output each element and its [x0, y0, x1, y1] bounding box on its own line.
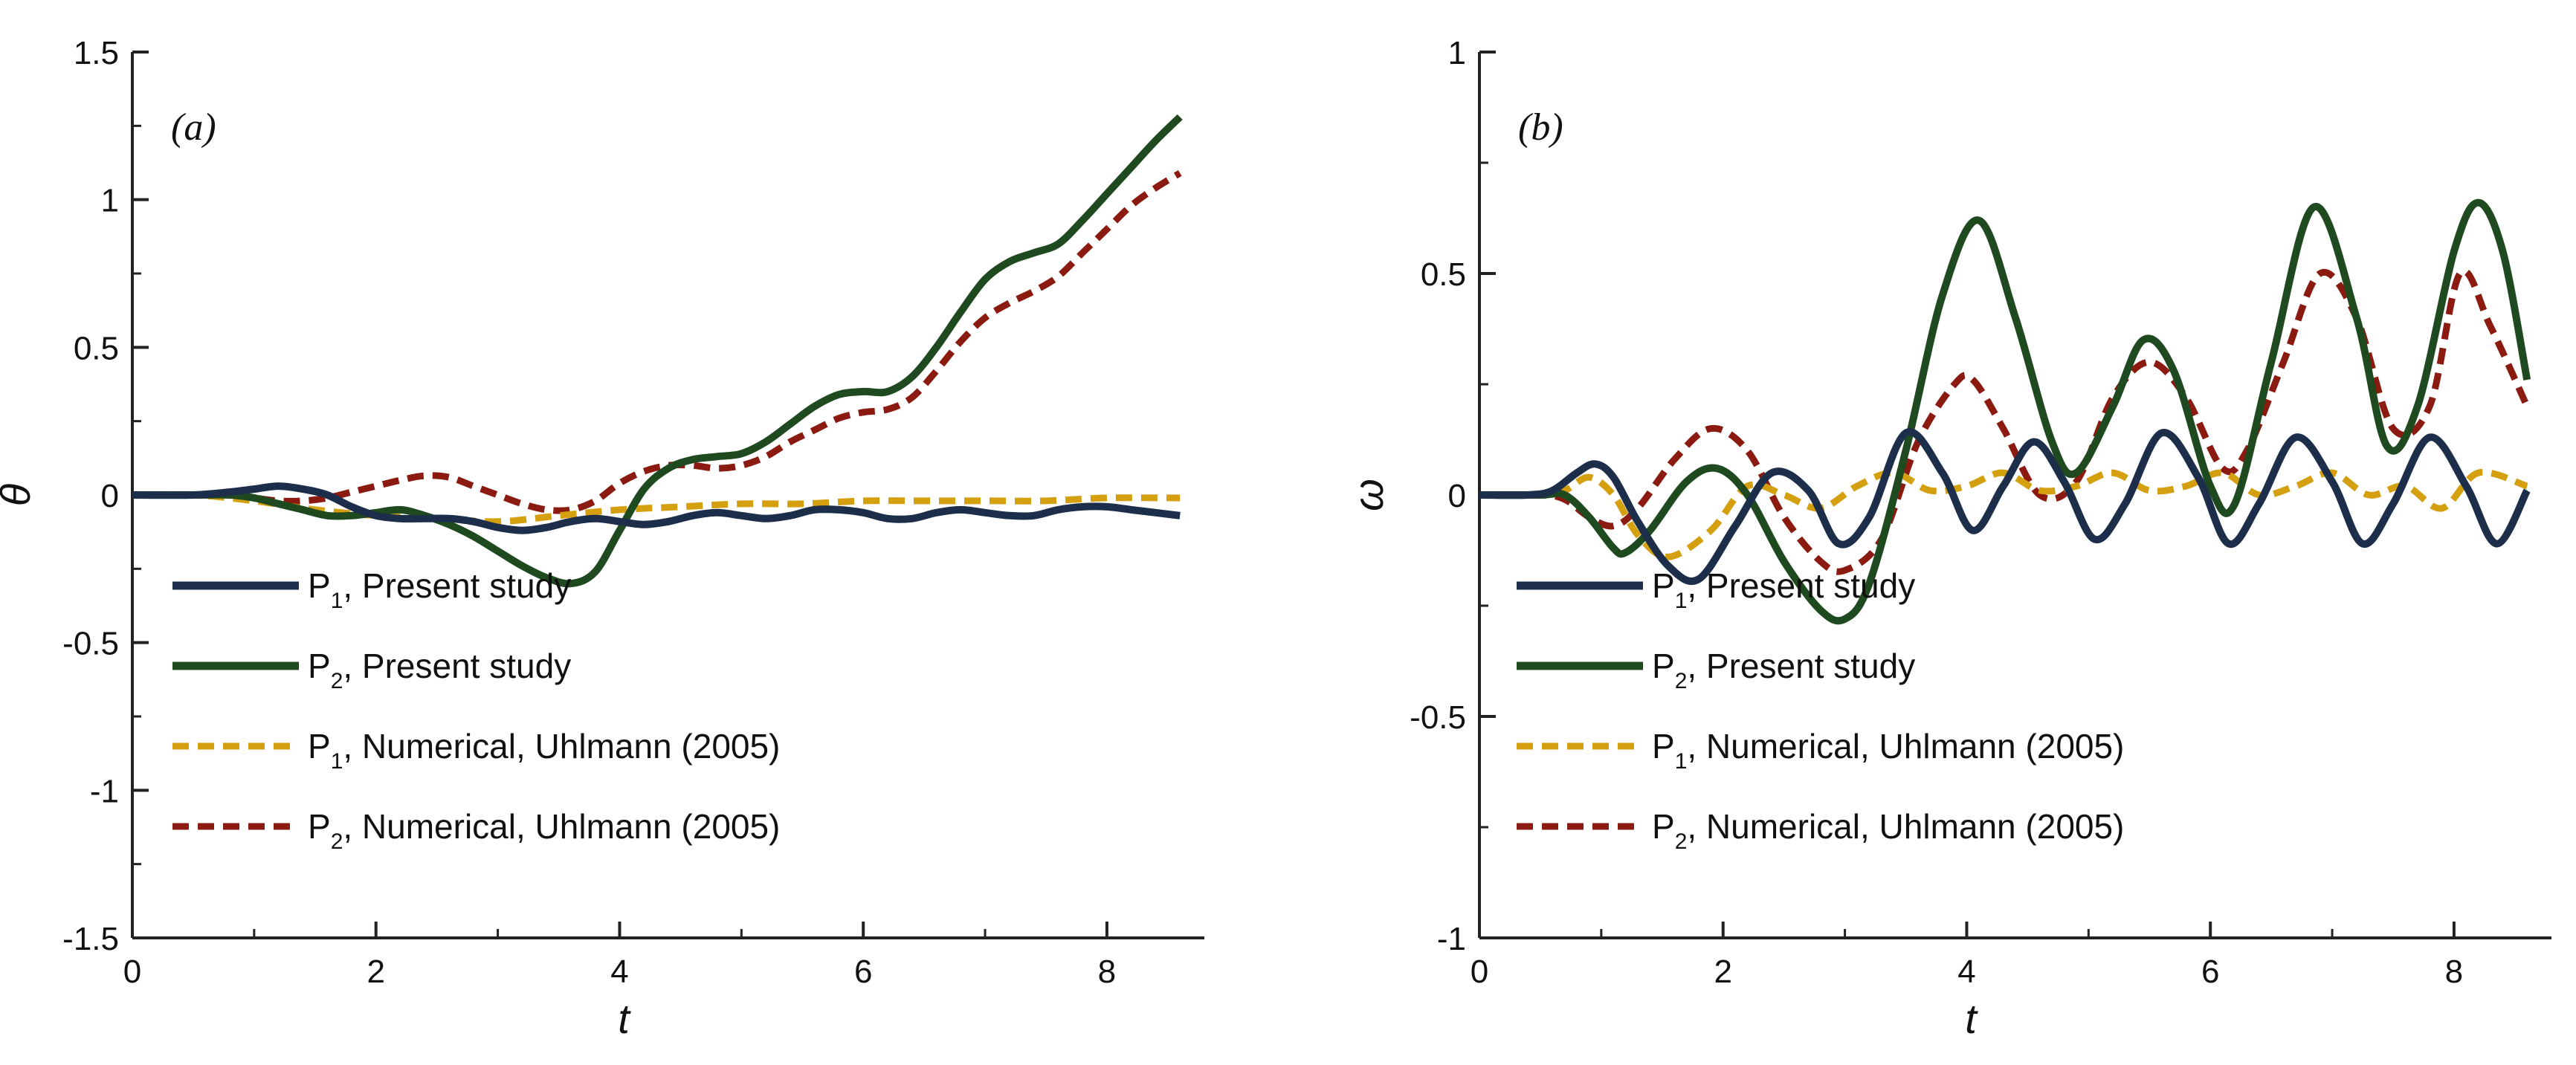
series-line-1	[1479, 428, 2531, 586]
y-tick-label: 1	[1448, 35, 1466, 71]
x-tick-label: 2	[1714, 954, 1731, 990]
y-tick-label: -1	[90, 773, 119, 809]
x-tick-label: 0	[123, 954, 141, 990]
y-tick-label: -0.5	[62, 626, 119, 662]
series-line-2	[132, 114, 1183, 588]
y-tick-label: 0.5	[1421, 256, 1466, 293]
series-line-4	[1479, 268, 2531, 575]
x-tick-label: 8	[2445, 954, 2463, 990]
legend-label-3: P1, Numerical, Uhlmann (2005)	[308, 727, 780, 774]
panel-a-theta-chart: 0 2 4 6 8 -1.5 -1 -0.5 0 0.5 1 1.5 t θ (a) P1, Present …	[0, 35, 1204, 1042]
x-tick-label: 2	[367, 954, 384, 990]
x-tick-label: 4	[1957, 954, 1975, 990]
x-tick-label: 4	[610, 954, 628, 990]
y-axis-label: θ	[0, 484, 39, 506]
y-tick-label: 0	[1448, 478, 1466, 514]
x-tick-label: 6	[854, 954, 872, 990]
legend-label-4: P2, Numerical, Uhlmann (2005)	[308, 807, 780, 854]
y-tick-label: 0.5	[74, 330, 119, 366]
y-tick-label: 1	[101, 183, 119, 219]
x-tick-label: 6	[2201, 954, 2219, 990]
y-tick-label: 0	[101, 478, 119, 514]
x-axis-label: t	[1965, 995, 1978, 1042]
x-axis-label: t	[618, 995, 631, 1042]
y-tick-label: -1.5	[62, 921, 119, 957]
series-line-3	[1479, 468, 2528, 560]
legend-label-1: P1, Present study	[1652, 566, 1915, 613]
y-tick-label: -1	[1437, 921, 1466, 957]
series-line-1	[132, 482, 1181, 534]
y-tick-label: -0.5	[1410, 699, 1466, 736]
legend-label-2: P2, Present study	[308, 647, 571, 693]
panel-b-omega-chart: 0 2 4 6 8 -1 -0.5 0 0.5 1 t ω (b) P1, Present study P2…	[1345, 35, 2551, 1042]
y-axis-label: ω	[1345, 479, 1392, 511]
legend-label-3: P1, Numerical, Uhlmann (2005)	[1652, 727, 2124, 774]
legend-label-1: P1, Present study	[308, 566, 571, 613]
series-line-2	[1479, 198, 2531, 625]
x-tick-label: 0	[1471, 954, 1488, 990]
x-tick-label: 8	[1098, 954, 1116, 990]
panel-label: (a)	[171, 106, 216, 149]
legend-label-2: P2, Present study	[1652, 647, 1915, 693]
y-tick-label: 1.5	[74, 35, 119, 71]
legend-label-4: P2, Numerical, Uhlmann (2005)	[1652, 807, 2124, 854]
panel-label: (b)	[1518, 106, 1563, 149]
